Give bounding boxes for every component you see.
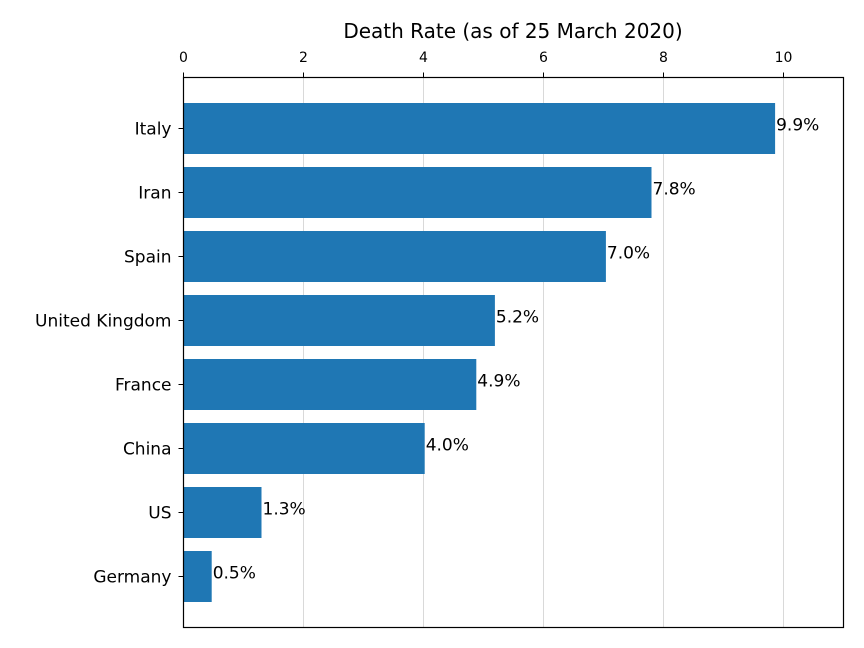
category-label: Italy — [135, 120, 172, 140]
x-tick-label: 8 — [659, 50, 668, 66]
data-label: 0.5% — [213, 564, 256, 584]
data-labels: 9.9% 7.8% 7.0% 5.2% 4.9% 4.0% 1.3% 0.5% — [213, 116, 820, 584]
category-label: Spain — [124, 248, 172, 268]
bar-france — [183, 359, 477, 410]
category-label: Iran — [138, 184, 171, 204]
bar-germany — [183, 551, 212, 602]
x-tick-label: 2 — [299, 50, 308, 66]
category-label: China — [123, 440, 172, 460]
data-label: 5.2% — [496, 308, 539, 328]
bars — [183, 103, 776, 602]
data-label: 9.9% — [776, 116, 819, 136]
bar-italy — [183, 103, 776, 154]
gridlines — [183, 77, 784, 628]
x-tick-label: 4 — [419, 50, 428, 66]
bar-spain — [183, 231, 606, 282]
bar-united-kingdom — [183, 295, 495, 346]
category-label: France — [115, 376, 172, 396]
data-label: 7.8% — [653, 180, 696, 200]
data-label: 1.3% — [263, 500, 306, 520]
x-tick-label: 0 — [179, 50, 188, 66]
category-label: United Kingdom — [35, 312, 171, 332]
data-label: 4.9% — [477, 372, 520, 392]
bar-iran — [183, 167, 652, 218]
category-label: Germany — [93, 568, 171, 588]
data-label: 4.0% — [426, 436, 469, 456]
x-tick-label: 10 — [775, 50, 793, 66]
data-label: 7.0% — [607, 244, 650, 264]
chart-title: Death Rate (as of 25 March 2020) — [343, 19, 682, 43]
x-tick-label: 6 — [539, 50, 548, 66]
bar-china — [183, 423, 425, 474]
category-label: US — [148, 504, 171, 524]
bar-us — [183, 487, 262, 538]
category-labels: Italy Iran Spain United Kingdom France China U… — [35, 120, 184, 588]
x-axis-ticks: 0 2 4 6 8 10 — [179, 50, 792, 78]
plot-frame — [182, 76, 845, 629]
